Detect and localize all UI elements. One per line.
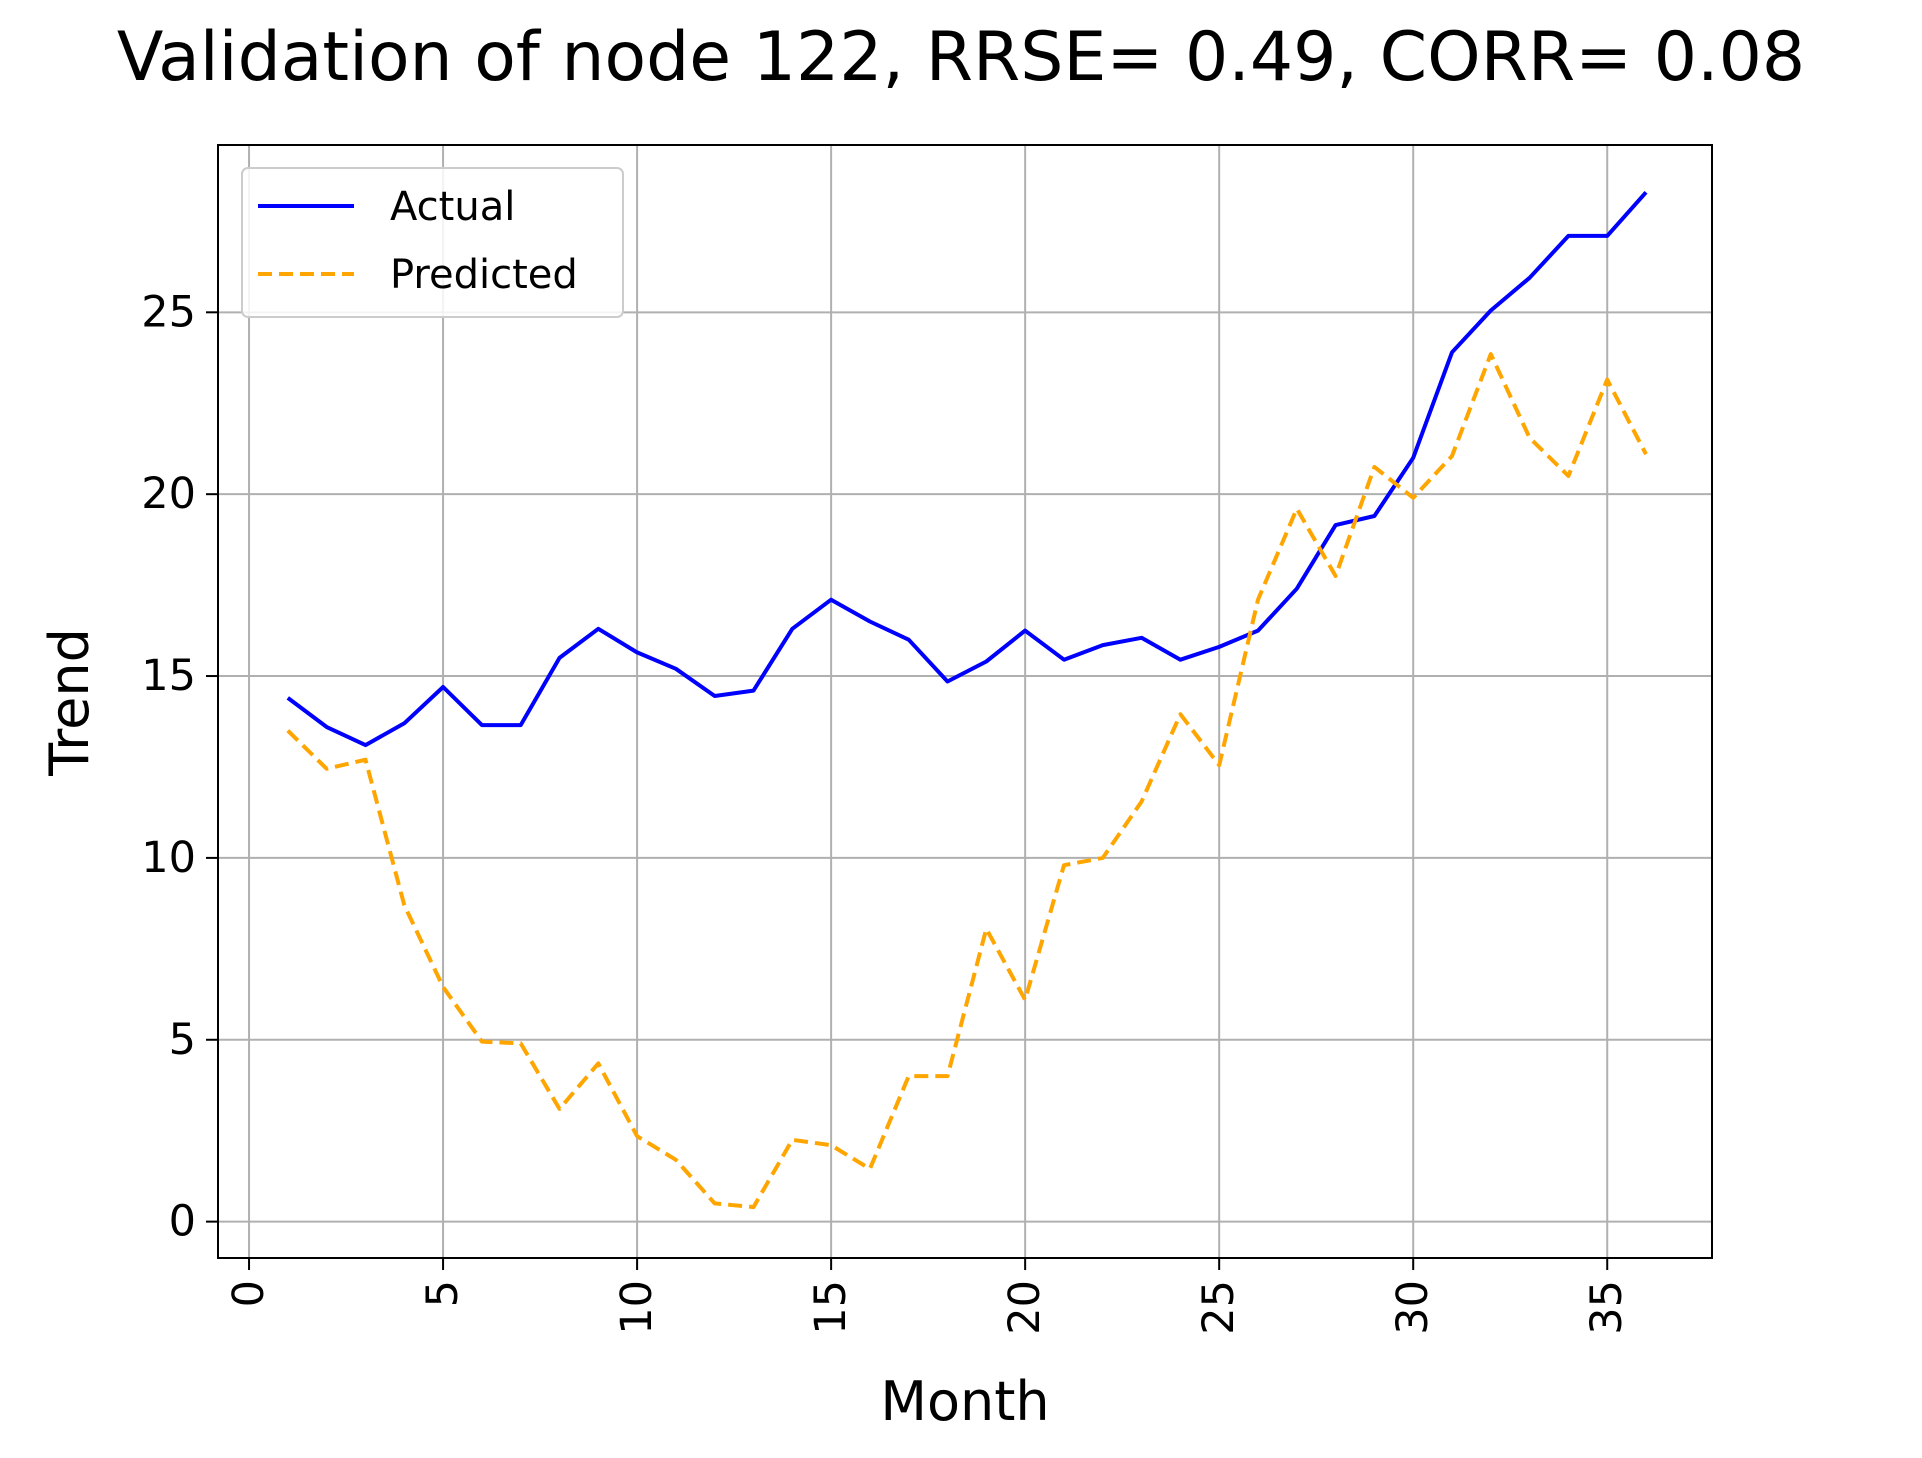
y-tick-label: 20 (141, 469, 196, 519)
y-axis-label: Trend (38, 628, 101, 777)
legend-actual-label: Actual (390, 184, 515, 230)
x-tick-label: 5 (418, 1280, 468, 1307)
x-axis-ticks: 0 5 10 15 20 25 30 35 (224, 1258, 1632, 1335)
x-axis-label: Month (880, 1370, 1049, 1433)
x-tick-label: 0 (224, 1280, 274, 1307)
y-tick-label: 25 (141, 287, 196, 337)
y-tick-label: 0 (169, 1197, 196, 1247)
x-tick-label: 15 (806, 1280, 856, 1335)
legend: Actual Predicted (241, 167, 624, 318)
grid-lines (218, 145, 1712, 1258)
legend-predicted-label: Predicted (390, 252, 578, 298)
y-tick-label: 5 (169, 1015, 196, 1065)
x-tick-label: 20 (1000, 1280, 1050, 1335)
y-tick-label: 10 (141, 833, 196, 883)
chart-title: Validation of node 122, RRSE= 0.49, CORR… (117, 18, 1805, 97)
series-line-predicted (286, 352, 1648, 1210)
data-series (286, 190, 1648, 1210)
x-tick-label: 30 (1388, 1280, 1438, 1335)
plot-frame (217, 144, 1713, 1259)
y-tick-label: 15 (141, 651, 196, 701)
series-line-actual (286, 190, 1648, 748)
x-tick-label: 25 (1194, 1280, 1244, 1335)
x-tick-label: 35 (1582, 1280, 1632, 1335)
y-axis-ticks: 0 5 10 15 20 25 (141, 287, 218, 1247)
x-tick-label: 10 (612, 1280, 662, 1335)
